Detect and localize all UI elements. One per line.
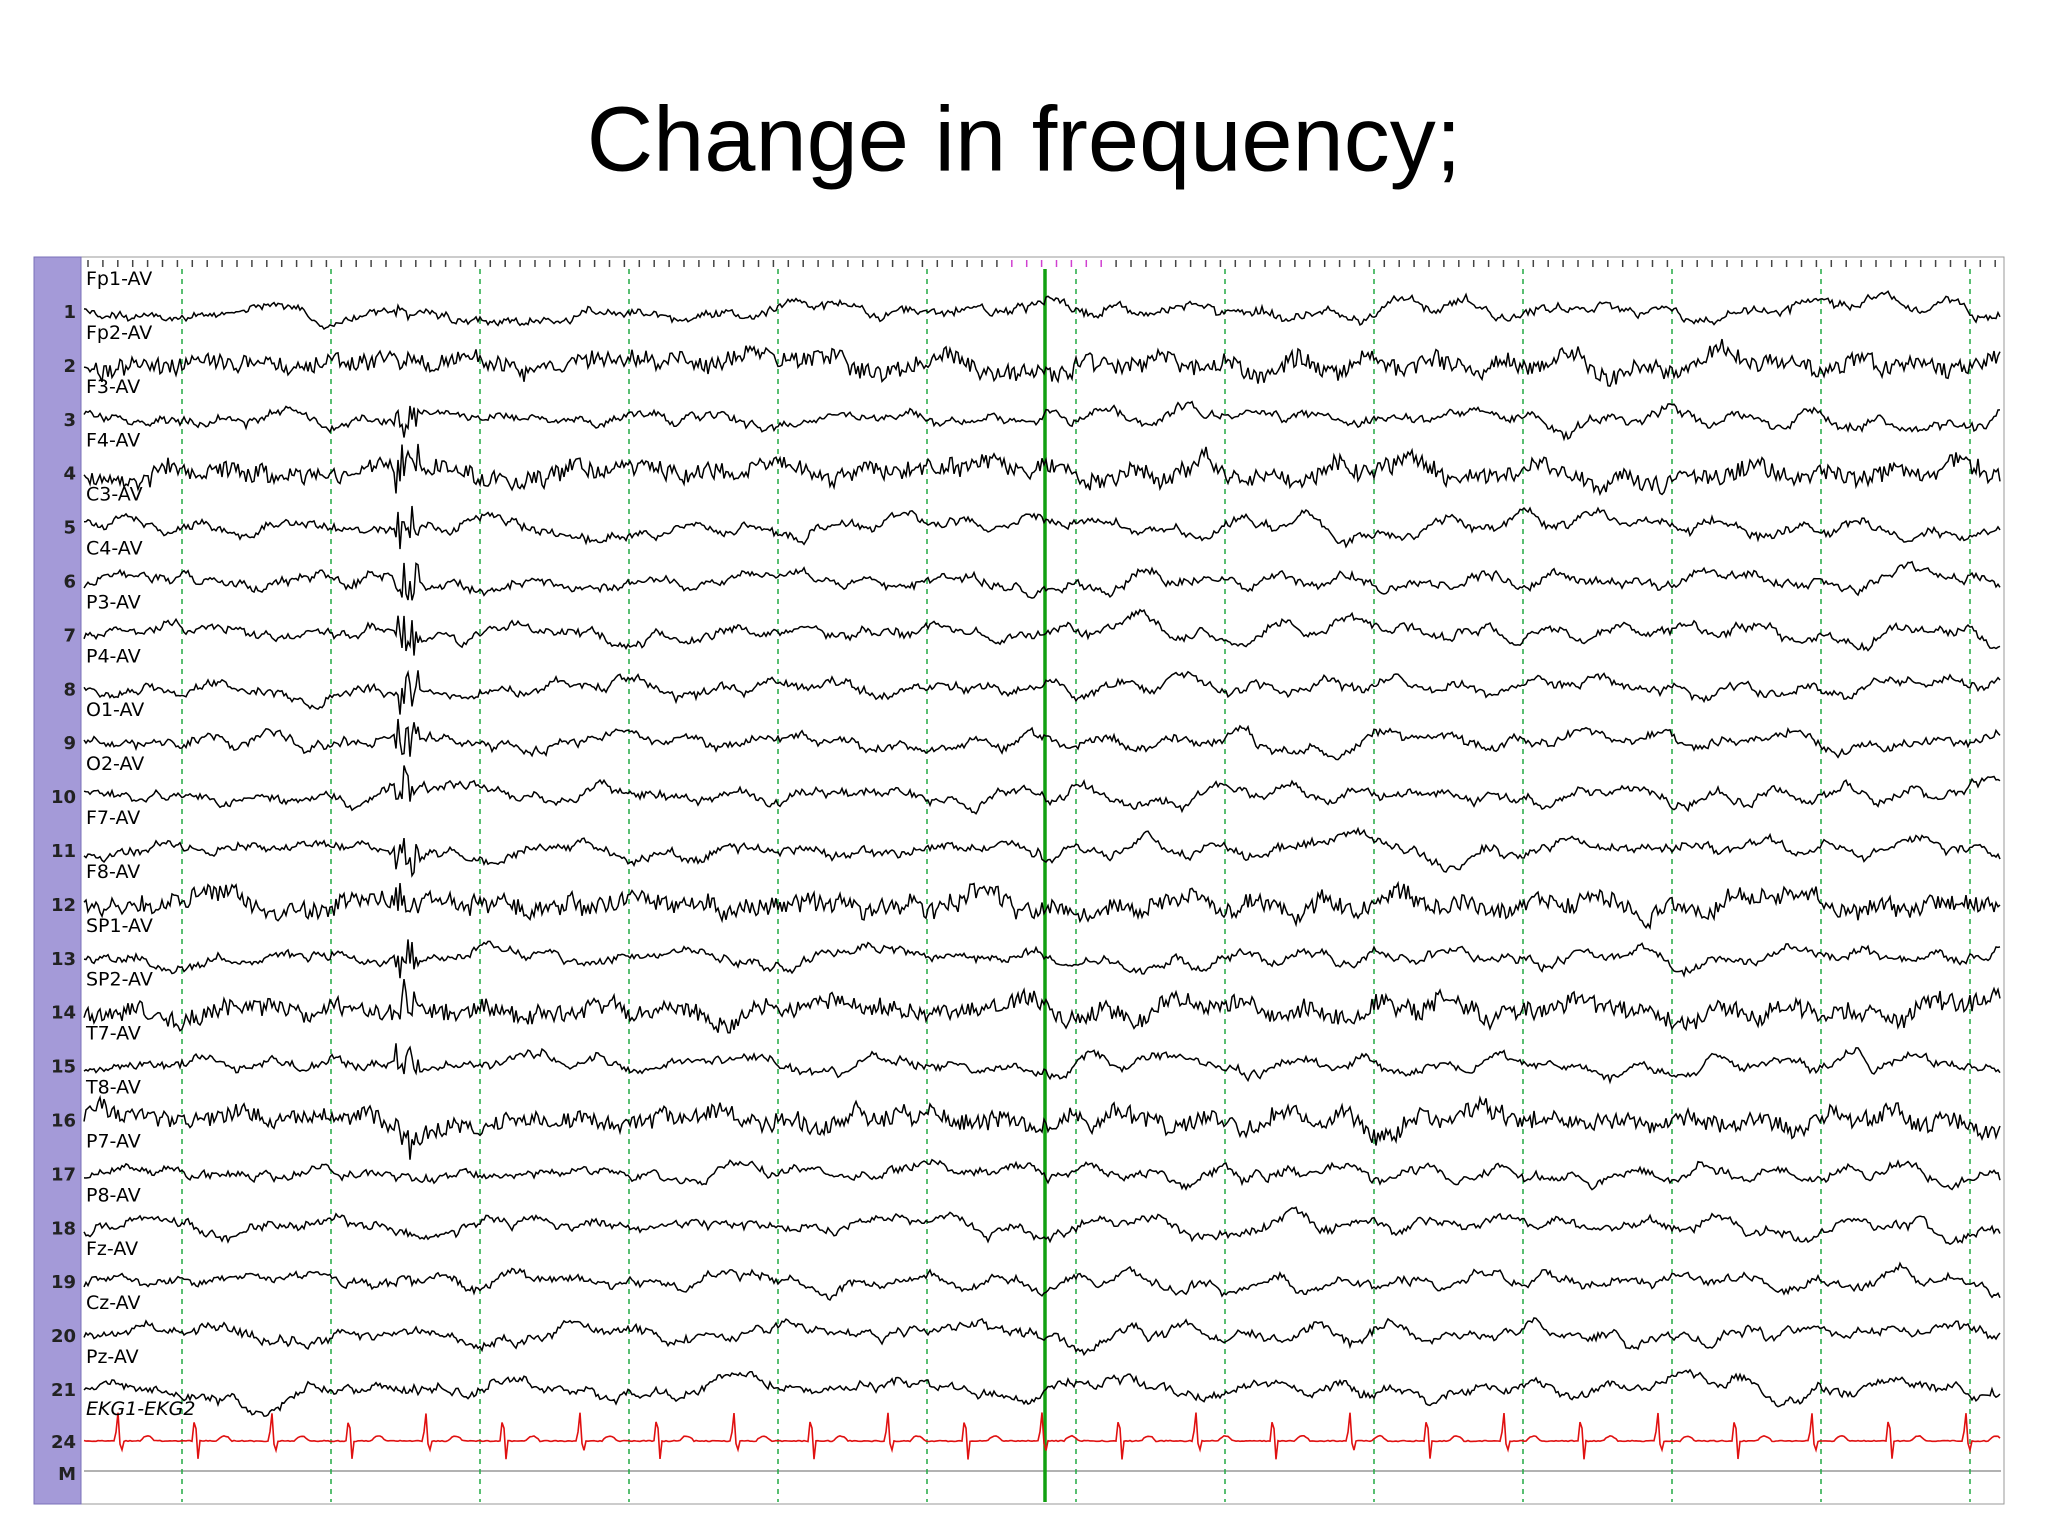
channel-label: EKG1-EKG2 xyxy=(86,1398,195,1420)
channel-number: 12 xyxy=(51,895,76,916)
channel-label: P4-AV xyxy=(86,645,141,667)
channel-label: C4-AV xyxy=(86,538,143,560)
channel-number: 3 xyxy=(63,410,76,431)
channel-label: C3-AV xyxy=(86,484,143,506)
channel-label: P8-AV xyxy=(86,1184,141,1206)
marker-row-label: M xyxy=(58,1464,76,1485)
channel-number: 17 xyxy=(51,1164,76,1185)
channel-number: 20 xyxy=(51,1326,76,1347)
channel-label: SP2-AV xyxy=(86,969,153,991)
channel-label: P7-AV xyxy=(86,1130,141,1152)
eeg-trace xyxy=(83,978,2001,1034)
channel-label: F7-AV xyxy=(86,807,140,829)
channel-number: 16 xyxy=(51,1111,76,1132)
eeg-trace xyxy=(83,1158,2001,1191)
eeg-trace xyxy=(83,290,2001,331)
channel-number: 24 xyxy=(51,1432,76,1453)
channel-label: F4-AV xyxy=(86,430,140,452)
channel-number: 15 xyxy=(51,1057,76,1078)
channel-number: 19 xyxy=(51,1272,76,1293)
channel-label: P3-AV xyxy=(86,591,141,613)
channel-label: T7-AV xyxy=(85,1023,141,1045)
channel-label: O1-AV xyxy=(86,699,144,721)
channel-label: F3-AV xyxy=(86,376,140,398)
eeg-trace xyxy=(83,1317,2001,1357)
eeg-trace xyxy=(83,338,2001,387)
eeg-trace xyxy=(83,765,2001,815)
channel-sidebar xyxy=(33,256,82,1505)
channel-number: 21 xyxy=(51,1380,76,1401)
channel-number: 8 xyxy=(63,679,76,700)
channel-number: 6 xyxy=(63,572,76,593)
channel-number: 13 xyxy=(51,949,76,970)
eeg-trace xyxy=(83,1261,2001,1302)
channel-label: Pz-AV xyxy=(86,1346,139,1368)
channel-label: O2-AV xyxy=(86,753,144,775)
channel-label: Fp1-AV xyxy=(86,268,152,290)
channel-number: 4 xyxy=(63,464,76,485)
channel-label: Fz-AV xyxy=(86,1238,138,1260)
eeg-trace xyxy=(83,1094,2001,1160)
eeg-trace xyxy=(83,1206,2001,1246)
channel-number: 5 xyxy=(63,518,76,539)
eeg-trace xyxy=(83,443,2001,497)
channel-label: T8-AV xyxy=(85,1077,141,1099)
ekg-trace xyxy=(83,1412,2001,1460)
channel-number: 11 xyxy=(51,841,76,862)
channel-number: 2 xyxy=(63,356,76,377)
eeg-trace xyxy=(83,1043,2001,1085)
eeg-panel xyxy=(33,256,2005,1505)
channel-number: 7 xyxy=(63,625,76,646)
channel-number: 9 xyxy=(63,733,76,754)
eeg-trace xyxy=(83,400,2001,442)
eeg-trace xyxy=(83,826,2001,878)
eeg-trace xyxy=(83,1368,2001,1417)
eeg-trace xyxy=(83,505,2001,550)
eeg-trace xyxy=(83,939,2001,979)
channel-number: 10 xyxy=(51,787,76,808)
channel-number: 1 xyxy=(63,302,76,323)
eeg-trace xyxy=(83,669,2001,715)
channel-label: SP1-AV xyxy=(86,915,153,937)
channel-number: 18 xyxy=(51,1218,76,1239)
slide-title: Change in frequency; xyxy=(587,88,1462,190)
channel-label: F8-AV xyxy=(86,861,140,883)
eeg-trace xyxy=(83,560,2001,601)
channel-label: Fp2-AV xyxy=(86,322,152,344)
eeg-trace xyxy=(83,608,2001,656)
channel-number: 14 xyxy=(51,1003,76,1024)
channel-label: Cz-AV xyxy=(86,1292,140,1314)
eeg-trace xyxy=(83,880,2001,931)
eeg-trace xyxy=(83,718,2001,761)
